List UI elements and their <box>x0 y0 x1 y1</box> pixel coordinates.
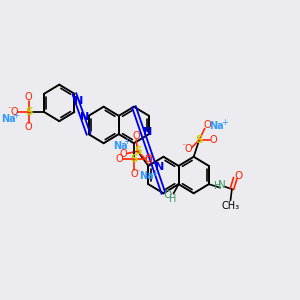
Text: S: S <box>134 146 141 156</box>
Text: O: O <box>116 154 123 164</box>
Text: O: O <box>120 148 128 158</box>
Text: Na: Na <box>139 171 154 181</box>
Text: Na: Na <box>2 114 16 124</box>
Text: Na: Na <box>113 141 128 151</box>
Text: N: N <box>218 180 226 190</box>
Text: ⁻: ⁻ <box>136 168 140 177</box>
Text: O: O <box>203 120 211 130</box>
Text: +: + <box>151 169 158 178</box>
Text: O: O <box>144 156 152 166</box>
Text: ⁻: ⁻ <box>150 154 155 164</box>
Text: O: O <box>235 171 243 181</box>
Text: O: O <box>184 144 192 154</box>
Text: O: O <box>25 92 32 102</box>
Text: O: O <box>132 131 140 142</box>
Text: N: N <box>143 127 152 137</box>
Text: N: N <box>155 162 164 172</box>
Text: +: + <box>12 111 19 120</box>
Text: CH₃: CH₃ <box>221 201 240 211</box>
Text: O: O <box>11 107 18 117</box>
Text: S: S <box>25 107 32 117</box>
Text: Na: Na <box>209 122 224 131</box>
Text: +: + <box>124 137 130 146</box>
Text: H: H <box>169 194 176 204</box>
Text: N: N <box>80 112 89 122</box>
Text: ⁻: ⁻ <box>8 105 12 114</box>
Text: O: O <box>144 154 152 164</box>
Text: O: O <box>210 135 217 145</box>
Text: S: S <box>196 135 203 145</box>
Text: H: H <box>214 181 221 191</box>
Text: +: + <box>221 118 227 127</box>
Text: S: S <box>130 154 138 164</box>
Text: ⁻: ⁻ <box>182 141 186 150</box>
Text: O: O <box>163 190 171 200</box>
Text: O: O <box>25 122 32 132</box>
Text: N: N <box>74 96 83 106</box>
Text: O: O <box>130 169 138 178</box>
